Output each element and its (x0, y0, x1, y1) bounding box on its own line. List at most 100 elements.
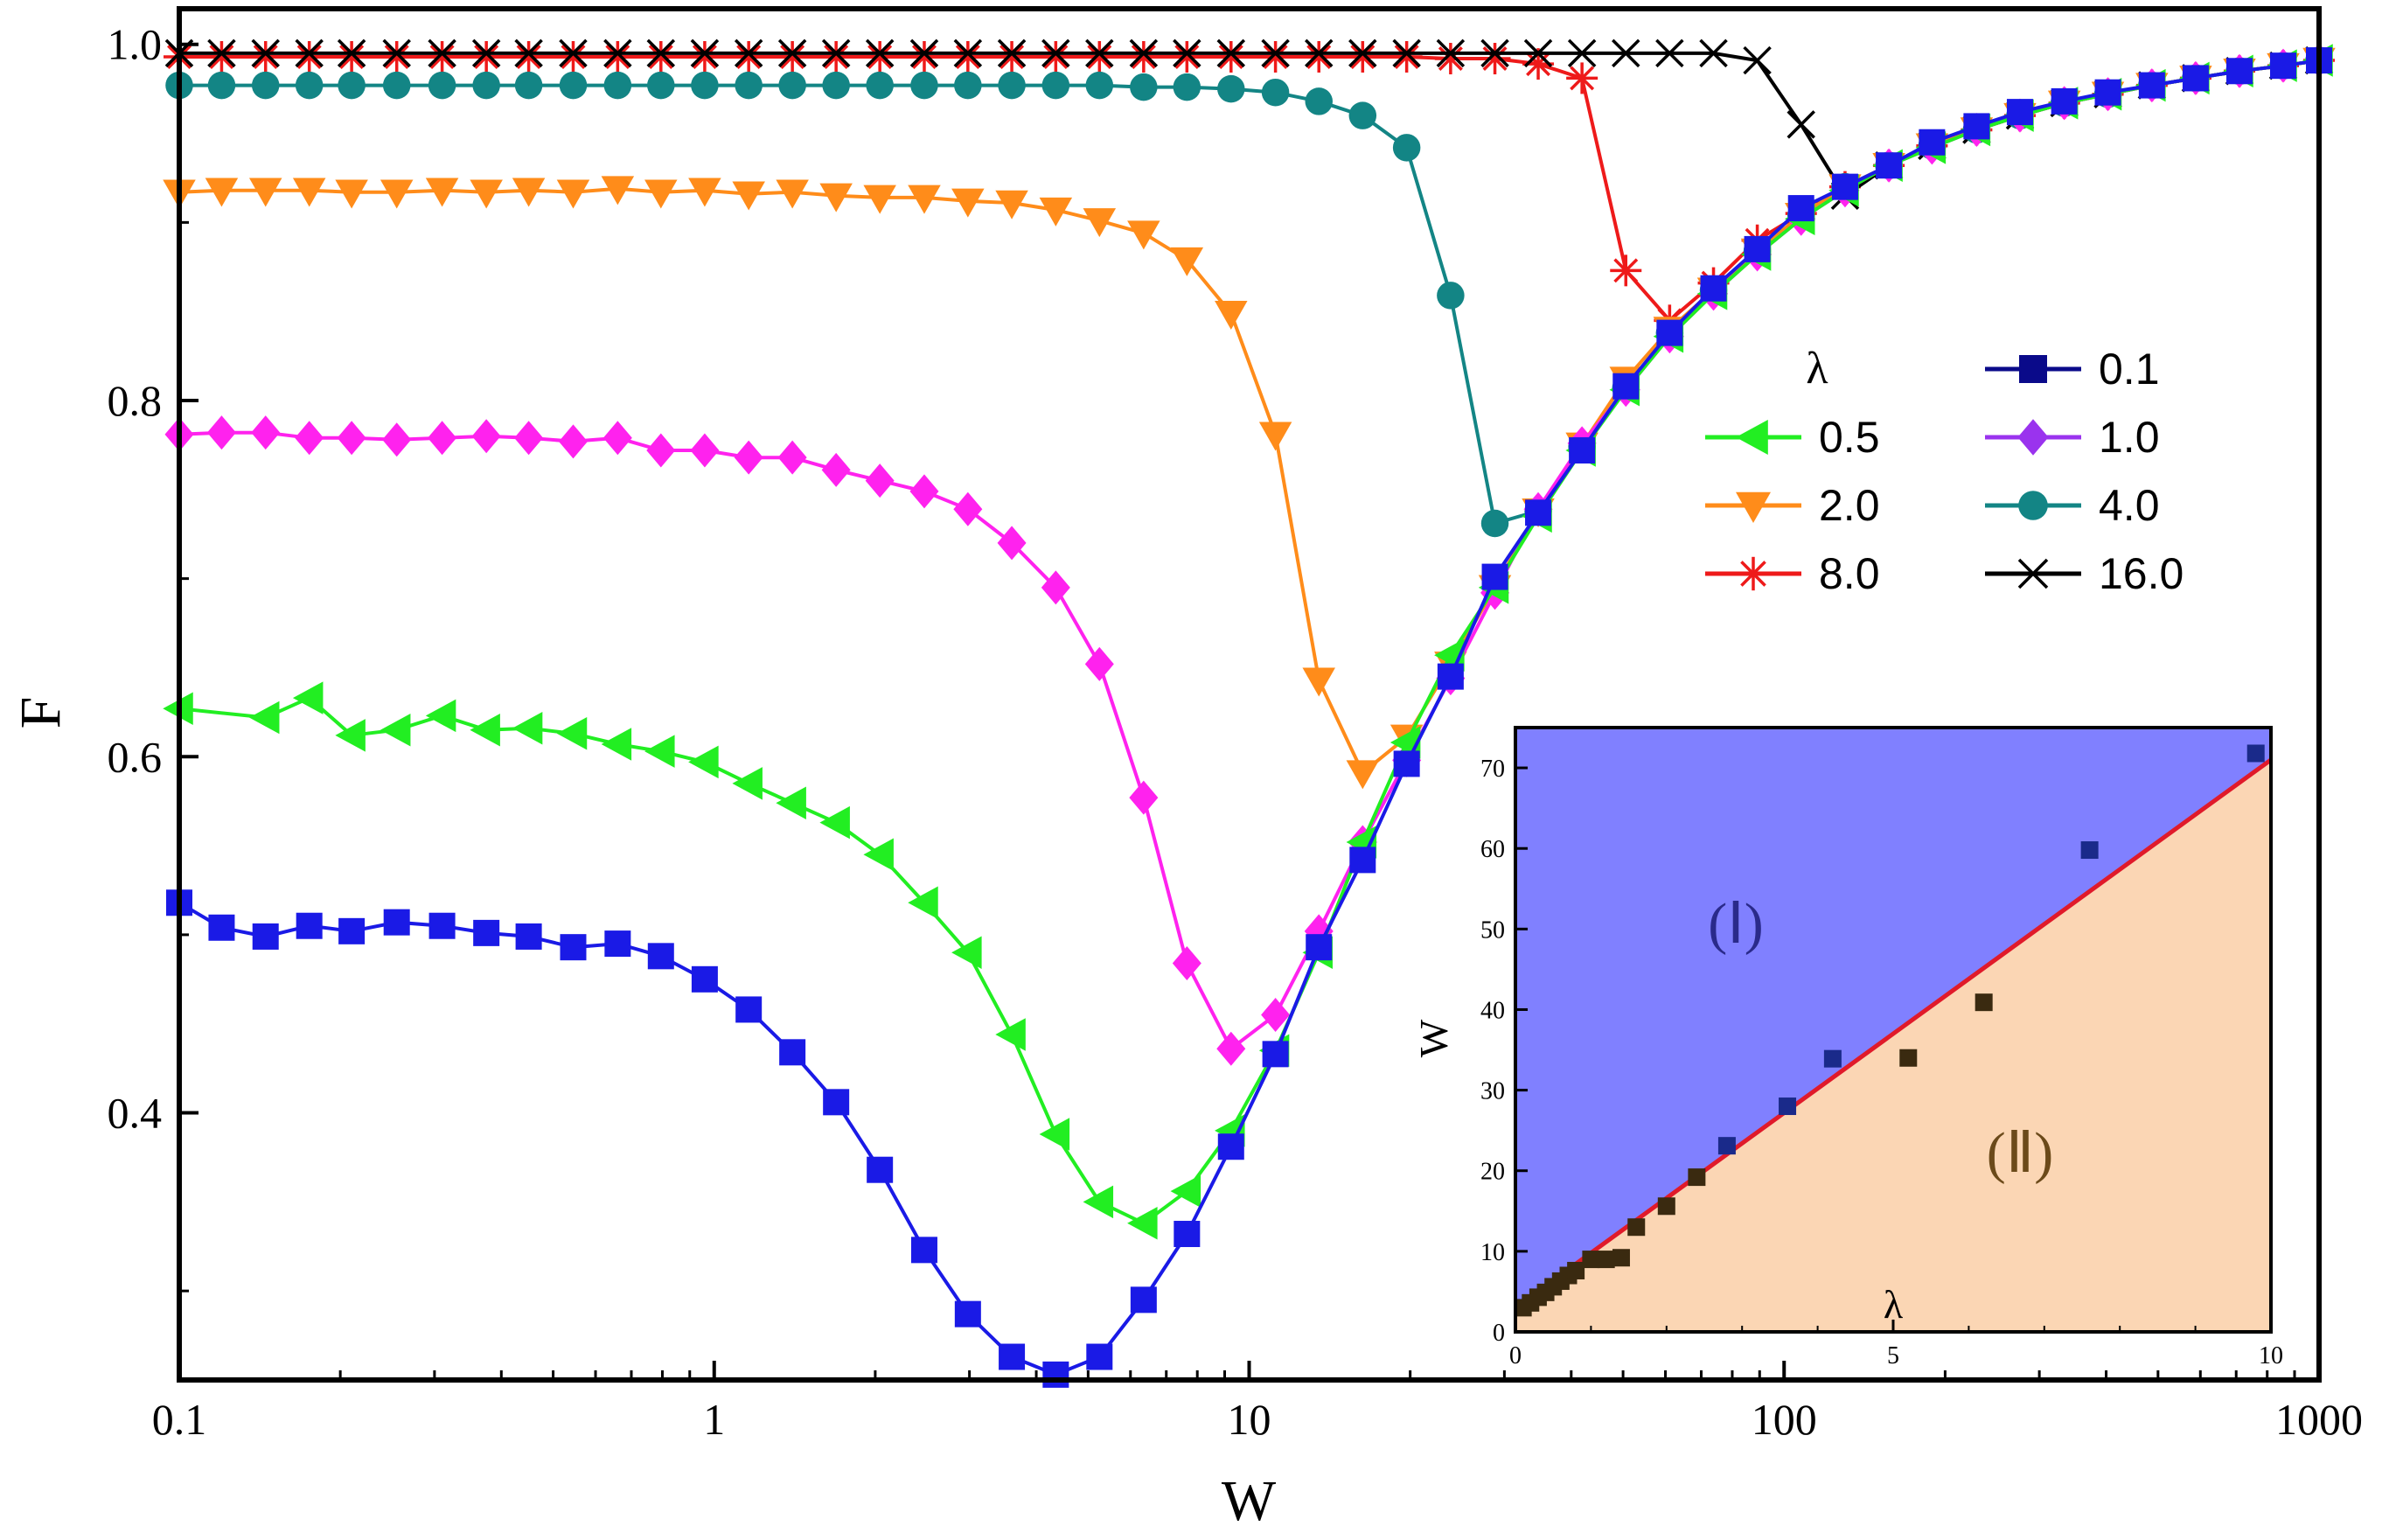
data-point (205, 178, 239, 207)
data-point (1390, 40, 1423, 73)
data-point (778, 71, 806, 100)
data-point (1655, 38, 1684, 68)
legend: λ 0.5 2.0 8.0 0.1 1.0 4.0 16.0 (1705, 344, 2184, 598)
data-point (557, 40, 589, 73)
data-point (425, 699, 456, 733)
data-point (335, 179, 368, 209)
data-point (603, 38, 632, 68)
data-point (646, 433, 676, 468)
data-point (732, 181, 765, 211)
data-point (602, 40, 634, 73)
data-point (1304, 38, 1334, 68)
data-point (338, 71, 366, 100)
inset-y-tick-label: 0 (1493, 1320, 1505, 1347)
data-point (380, 179, 414, 209)
data-point (380, 713, 411, 747)
legend-marker (2017, 419, 2049, 456)
data-point (908, 40, 940, 73)
data-point (1303, 40, 1335, 73)
data-point (1349, 847, 1376, 874)
data-point (382, 71, 411, 100)
data-point (777, 440, 807, 475)
data-point (1258, 422, 1292, 451)
inset-y-tick-label: 10 (1480, 1239, 1505, 1266)
data-point (428, 912, 456, 939)
data-point (512, 178, 546, 207)
data-point (777, 40, 809, 73)
data-point (1216, 38, 1246, 68)
data-point (1348, 38, 1377, 68)
data-point (867, 1156, 894, 1183)
data-point (1392, 38, 1421, 68)
y-tick-label: 0.6 (108, 732, 163, 781)
inset-y-tick-label: 60 (1480, 836, 1505, 863)
data-point (1041, 71, 1070, 100)
data-point (207, 71, 236, 100)
inset-y-tick-label: 70 (1480, 756, 1505, 783)
data-point (380, 40, 413, 73)
data-point (1306, 934, 1333, 961)
legend-label: 1.0 (2099, 413, 2160, 462)
inset-data-point (1597, 1251, 1615, 1269)
data-point (603, 71, 632, 100)
inset-y-tick-label: 50 (1480, 916, 1505, 944)
data-point (295, 71, 324, 100)
x-axis-title: W (1222, 1469, 1277, 1533)
data-point (1171, 40, 1203, 73)
data-point (1479, 43, 1511, 75)
data-point (1130, 1286, 1157, 1314)
data-point (995, 190, 1028, 220)
data-point (779, 1039, 806, 1066)
legend-label: 0.1 (2099, 345, 2160, 394)
data-point (1173, 38, 1201, 68)
data-point (251, 38, 280, 68)
data-point (1437, 282, 1465, 310)
data-point (953, 38, 983, 68)
data-point (820, 40, 853, 73)
data-point (1876, 152, 1903, 179)
data-point (1525, 499, 1552, 526)
data-point (1039, 197, 1073, 226)
data-point (2270, 52, 2297, 80)
data-point (1610, 254, 1642, 287)
legend-label: 4.0 (2099, 481, 2160, 530)
data-point (951, 40, 984, 73)
data-point (734, 440, 763, 475)
data-point (1083, 208, 1117, 238)
data-point (1567, 38, 1597, 68)
data-point (997, 38, 1027, 68)
legend-marker (2019, 355, 2047, 383)
data-point (208, 914, 235, 941)
data-point (951, 188, 985, 218)
data-point (1348, 101, 1377, 129)
data-point (1217, 74, 1245, 103)
data-point (823, 1089, 850, 1116)
data-point (1215, 40, 1247, 73)
data-point (471, 419, 501, 454)
data-point (776, 786, 806, 819)
data-point (1305, 87, 1333, 115)
data-point (1787, 195, 1814, 222)
data-point (732, 767, 763, 800)
data-point (1963, 113, 1990, 140)
inset-data-point (1627, 1218, 1646, 1237)
data-point (1566, 62, 1598, 94)
data-point (1170, 247, 1204, 276)
data-point (1215, 300, 1248, 330)
legend-label: 2.0 (1819, 481, 1880, 530)
series-line (178, 59, 2320, 776)
x-tick-label: 1 (703, 1395, 725, 1444)
data-point (1084, 646, 1114, 681)
data-point (428, 71, 456, 100)
inset-data-point (2080, 841, 2099, 860)
y-tick-label: 0.4 (108, 1089, 163, 1138)
y-axis-title: F (9, 697, 73, 729)
legend-marker (1736, 420, 1768, 455)
data-point (2226, 58, 2253, 85)
data-point (470, 179, 503, 209)
data-point (470, 713, 500, 747)
inset-y-tick-label: 40 (1480, 997, 1505, 1024)
inset-data-point (1612, 1249, 1630, 1267)
data-point (1437, 663, 1464, 690)
